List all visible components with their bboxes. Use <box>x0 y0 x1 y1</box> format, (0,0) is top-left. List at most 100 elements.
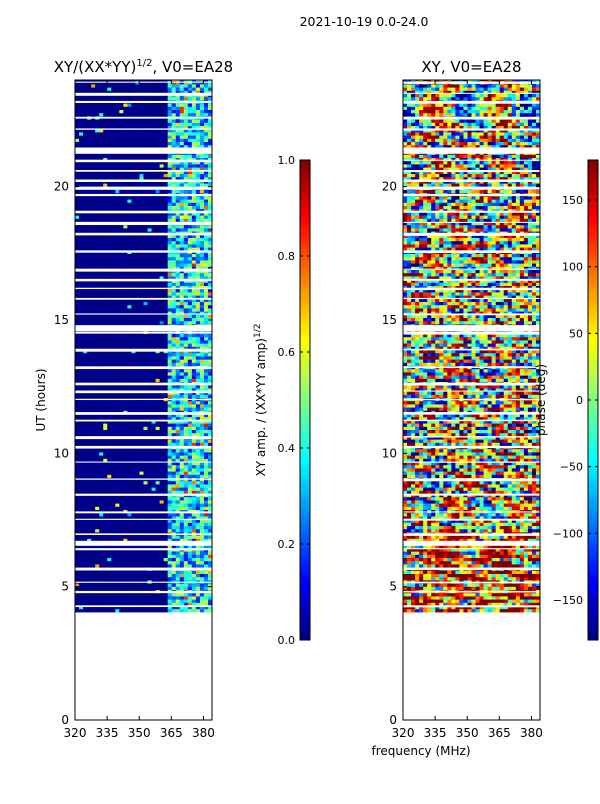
heatmap-cell <box>191 176 197 181</box>
heatmap-cell <box>183 176 189 181</box>
heatmap-cell <box>111 295 116 299</box>
heatmap-cell <box>195 519 201 523</box>
heatmap-cell <box>195 586 201 590</box>
heatmap-cell <box>143 340 148 344</box>
heatmap-cell <box>127 519 132 523</box>
heatmap-cell <box>183 407 189 411</box>
heatmap-cell <box>207 487 212 491</box>
heatmap-cell <box>167 407 173 411</box>
heatmap-cell <box>183 599 189 603</box>
heatmap-cell <box>195 314 201 318</box>
heatmap-cell <box>195 189 201 194</box>
heatmap-cell <box>91 173 96 178</box>
heatmap-cell <box>151 212 156 216</box>
heatmap-cell <box>91 407 96 411</box>
heatmap-cell <box>147 525 152 530</box>
heatmap-cell <box>183 458 189 462</box>
heatmap-cell <box>131 362 136 366</box>
heatmap-cell <box>111 432 116 437</box>
heatmap-cell <box>99 413 104 418</box>
heatmap-cell <box>159 554 165 558</box>
heatmap-cell <box>195 340 201 344</box>
heatmap-cell <box>123 218 128 222</box>
heatmap-cell <box>139 288 144 293</box>
heatmap-cell <box>127 423 132 427</box>
heatmap-cell <box>131 378 136 382</box>
heatmap-cell <box>111 157 116 162</box>
heatmap-cell <box>103 471 108 475</box>
heatmap-cell <box>183 522 189 526</box>
heatmap-cell <box>167 404 173 408</box>
heatmap-cell <box>123 247 128 251</box>
heatmap-cell <box>115 260 120 264</box>
heatmap-cell <box>147 336 152 341</box>
heatmap-cell <box>159 512 165 517</box>
heatmap-cell <box>123 570 128 574</box>
heatmap-cell <box>167 157 173 162</box>
heatmap-cell <box>131 272 136 277</box>
heatmap-cell <box>107 551 112 555</box>
heatmap-cell <box>155 160 161 165</box>
heatmap-cell <box>103 272 108 277</box>
heatmap-cell <box>163 282 169 286</box>
heatmap-cell <box>95 557 100 562</box>
heatmap-cell <box>115 599 120 603</box>
heatmap-cell <box>191 375 197 379</box>
heatmap-cell <box>155 215 161 219</box>
heatmap-cell <box>91 170 96 174</box>
heatmap-cell <box>159 404 165 408</box>
heatmap-cell <box>95 404 100 408</box>
heatmap-cell <box>115 199 120 203</box>
heatmap-cell <box>139 359 144 363</box>
heatmap-cell <box>175 471 181 475</box>
heatmap-cell <box>151 512 156 517</box>
heatmap-cell <box>103 352 108 357</box>
heatmap-cell <box>207 442 212 446</box>
heatmap-cell <box>95 164 100 168</box>
heatmap-cell <box>179 240 185 245</box>
heatmap-cell <box>107 487 112 491</box>
heatmap-cell <box>143 215 148 219</box>
heatmap-cell <box>127 343 132 347</box>
heatmap-cell <box>175 544 181 549</box>
heatmap-cell <box>143 170 148 174</box>
heatmap-cell <box>111 199 116 203</box>
heatmap-cell <box>183 448 189 453</box>
heatmap-cell <box>155 301 161 306</box>
heatmap-cell <box>199 535 205 539</box>
heatmap-cell <box>203 288 209 293</box>
heatmap-cell <box>179 317 185 322</box>
heatmap-cell <box>99 429 104 434</box>
heatmap-cell <box>127 237 132 242</box>
heatmap-cell <box>147 458 152 462</box>
heatmap-cell <box>203 285 209 290</box>
heatmap-cell <box>167 496 173 501</box>
heatmap-cell <box>111 154 116 158</box>
heatmap-cell <box>115 512 120 517</box>
heatmap-cell <box>163 356 169 360</box>
heatmap-cell <box>95 551 100 555</box>
heatmap-cell <box>167 308 173 312</box>
heatmap-cell <box>131 375 136 379</box>
heatmap-cell <box>159 340 165 344</box>
heatmap-cell <box>99 564 104 568</box>
heatmap-cell <box>171 320 177 325</box>
heatmap-cell <box>131 503 136 507</box>
heatmap-cell <box>175 234 181 238</box>
heatmap-cell <box>143 404 148 408</box>
heatmap-cell <box>127 301 132 306</box>
heatmap-cell <box>79 416 84 421</box>
heatmap-cell <box>163 224 169 229</box>
heatmap-cell <box>111 522 116 526</box>
heatmap-cell <box>195 288 201 293</box>
heatmap-cell <box>207 484 212 488</box>
heatmap-cell <box>139 426 144 430</box>
heatmap-cell <box>107 586 112 590</box>
heatmap-cell <box>127 266 132 270</box>
heatmap-cell <box>79 599 84 603</box>
heatmap-cell <box>183 372 189 376</box>
heatmap-cell <box>207 266 212 270</box>
heatmap-cell <box>111 468 116 472</box>
heatmap-cell <box>99 490 104 494</box>
heatmap-cell <box>175 378 181 382</box>
